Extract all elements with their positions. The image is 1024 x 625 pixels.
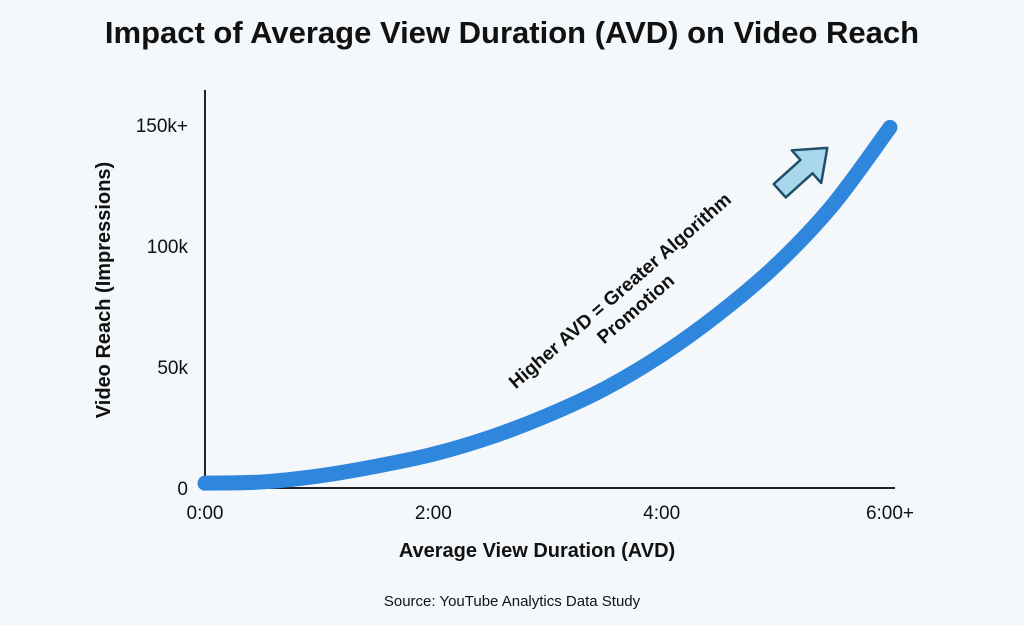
series-layer — [197, 119, 898, 491]
annotation-line-1: Higher AVD = Greater Algorithm — [505, 189, 735, 393]
y-tick-label: 50k — [157, 358, 188, 379]
chart-title: Impact of Average View Duration (AVD) on… — [105, 15, 919, 50]
y-tick-label: 150k+ — [136, 116, 188, 137]
x-tick-label: 2:00 — [415, 503, 452, 524]
series-line — [197, 119, 898, 491]
x-axis-title: Average View Duration (AVD) — [399, 540, 675, 562]
source-note: Source: YouTube Analytics Data Study — [384, 593, 641, 610]
y-tick-label: 0 — [177, 479, 188, 500]
x-tick-label: 0:00 — [187, 503, 224, 524]
y-tick-label: 100k — [147, 237, 189, 258]
y-tick-labels: 0 50k 100k 150k+ — [136, 116, 189, 500]
x-tick-label: 6:00+ — [866, 503, 914, 524]
trend-arrow-icon — [772, 146, 829, 199]
y-axis-title: Video Reach (Impressions) — [93, 162, 115, 418]
x-tick-label: 4:00 — [643, 503, 680, 524]
x-tick-labels: 0:00 2:00 4:00 6:00+ — [187, 503, 915, 524]
